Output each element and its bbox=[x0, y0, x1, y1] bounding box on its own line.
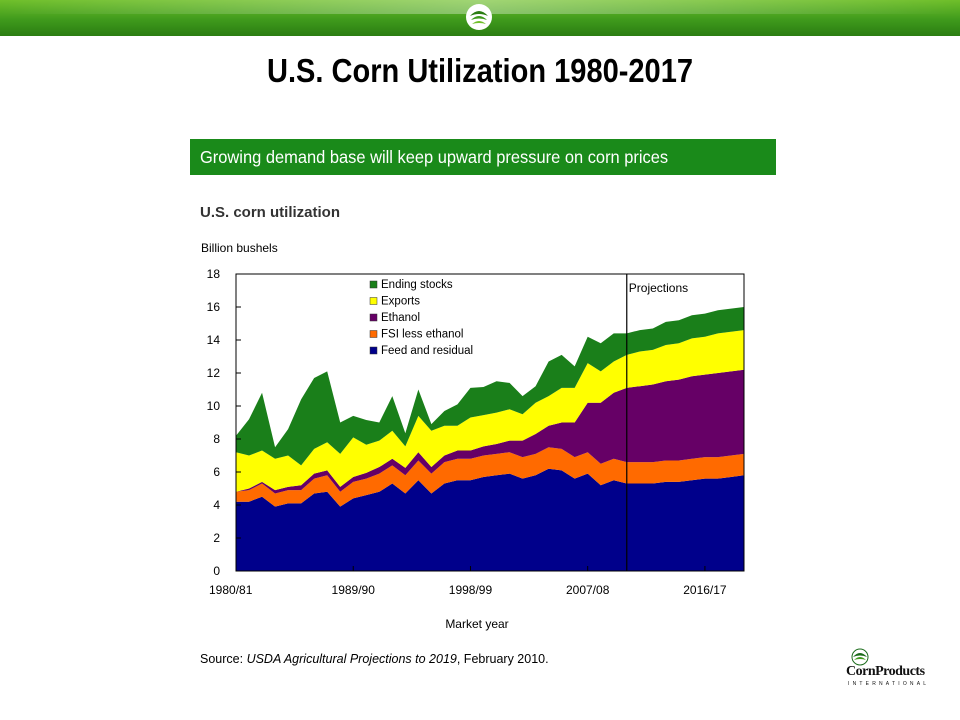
chart-title: U.S. corn utilization bbox=[200, 204, 340, 221]
x-tick-label: 1989/90 bbox=[332, 583, 376, 597]
message-banner: Growing demand base will keep upward pre… bbox=[190, 139, 776, 175]
legend-swatch bbox=[369, 280, 378, 289]
x-tick-label: 2016/17 bbox=[683, 583, 727, 597]
stacked-areas bbox=[236, 307, 744, 571]
projections-annotation: Projections bbox=[629, 281, 688, 295]
y-tick-label: 14 bbox=[207, 333, 221, 347]
y-tick-label: 0 bbox=[213, 564, 220, 578]
banner-text: Growing demand base will keep upward pre… bbox=[200, 147, 669, 167]
x-tick-label: 2007/08 bbox=[566, 583, 610, 597]
y-axis-label: Billion bushels bbox=[201, 241, 278, 255]
y-tick-label: 8 bbox=[213, 432, 220, 446]
legend-label: FSI less ethanol bbox=[381, 329, 463, 341]
plot-frame bbox=[235, 273, 745, 572]
legend-label: Exports bbox=[381, 296, 420, 308]
legend-swatch bbox=[369, 330, 378, 338]
y-tick-label: 6 bbox=[213, 465, 220, 479]
x-tick-label: 1980/81 bbox=[209, 583, 253, 597]
source-title: USDA Agricultural Projections to 2019 bbox=[247, 652, 457, 666]
legend-label: Feed and residual bbox=[381, 345, 473, 357]
corn-products-emblem-icon bbox=[851, 648, 869, 666]
legend-swatch bbox=[369, 346, 378, 355]
legend-swatch bbox=[369, 297, 378, 305]
logo-subtitle: INTERNATIONAL bbox=[848, 681, 930, 687]
y-axis-ticks: 0 2 4 6 8 10 12 14 16 18 bbox=[207, 267, 241, 578]
y-tick-label: 12 bbox=[207, 366, 221, 380]
chart-source: Source: USDA Agricultural Projections to… bbox=[200, 652, 549, 666]
y-tick-label: 2 bbox=[213, 531, 220, 545]
x-axis-label: Market year bbox=[445, 617, 508, 631]
y-tick-label: 10 bbox=[207, 399, 221, 413]
corn-emblem-icon bbox=[466, 4, 492, 30]
source-prefix: Source: bbox=[200, 652, 247, 666]
logo-brand: CornProducts bbox=[846, 664, 925, 679]
slide-title: U.S. Corn Utilization 1980-2017 bbox=[266, 52, 694, 89]
area-feed-and-residual bbox=[236, 468, 744, 571]
legend-swatch bbox=[369, 313, 378, 322]
area-exports bbox=[236, 330, 744, 492]
corn-products-logo bbox=[851, 648, 869, 666]
legend-label: Ending stocks bbox=[381, 279, 453, 291]
x-tick-label: 1998/99 bbox=[449, 583, 493, 597]
y-tick-label: 16 bbox=[207, 300, 221, 314]
chart-legend: Ending stocks Exports Ethanol FSI less etha… bbox=[369, 279, 473, 357]
legend-label: Ethanol bbox=[381, 312, 420, 324]
area-fsi-less-ethanol bbox=[236, 447, 744, 507]
x-axis-ticks: 1980/81 1989/90 1998/99 2007/08 2016/17 bbox=[209, 566, 727, 597]
area-ending-stocks bbox=[236, 307, 744, 466]
y-tick-label: 18 bbox=[207, 267, 221, 281]
y-tick-label: 4 bbox=[213, 498, 220, 512]
utilization-chart: U.S. corn utilization Billion bushels Pr… bbox=[200, 204, 745, 666]
area-ethanol bbox=[236, 369, 744, 494]
source-suffix: , February 2010. bbox=[457, 652, 549, 666]
